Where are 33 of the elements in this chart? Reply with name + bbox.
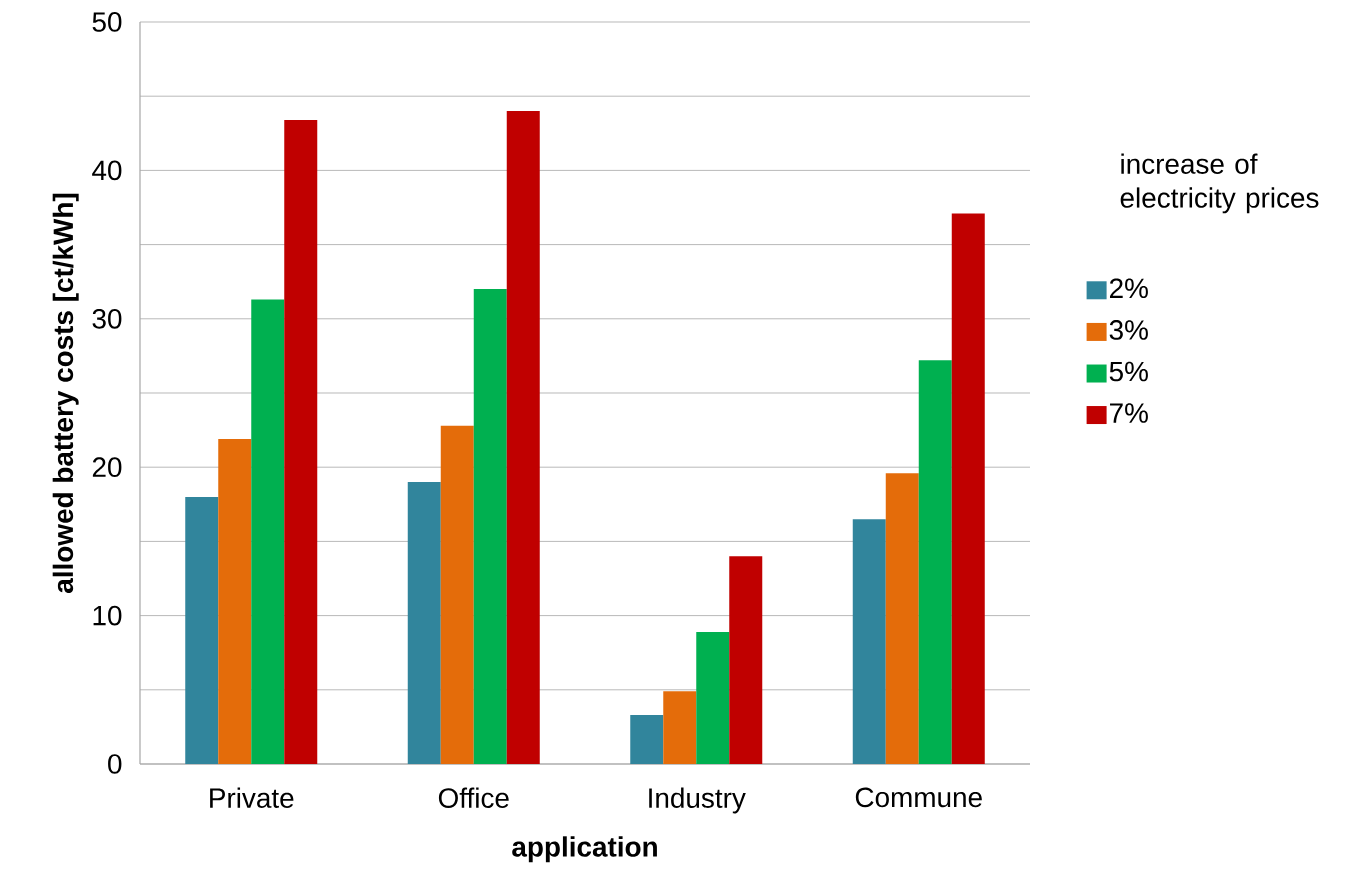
legend-label: 3%: [1109, 320, 1148, 340]
bar: [852, 519, 886, 764]
x-tick-label: Commune: [855, 787, 982, 808]
y-tick-label: 50: [92, 12, 122, 32]
legend-label: 7%: [1110, 403, 1148, 423]
y-tick-label: 40: [92, 160, 122, 181]
bar: [407, 482, 441, 764]
bar: [506, 111, 540, 764]
y-tick-label: 20: [92, 457, 122, 478]
bar: [663, 691, 697, 764]
y-tick-label: 30: [92, 308, 122, 329]
legend-title: increase of electricity prices: [1120, 153, 1319, 214]
x-tick-label: Industry: [649, 787, 746, 814]
y-axis-title: allowed battery costs [ct/kWh]: [52, 193, 79, 593]
x-axis-title: application: [512, 836, 657, 863]
bar: [473, 289, 507, 764]
legend-label: 5%: [1109, 361, 1148, 382]
bar: [696, 631, 730, 764]
bar: [885, 473, 919, 764]
y-tick-label: 10: [93, 605, 122, 626]
x-tick-label: Private: [210, 787, 294, 808]
bar: [440, 425, 474, 764]
bar: [185, 496, 219, 764]
bar: [918, 360, 952, 764]
bar: [284, 119, 318, 764]
bar: [630, 715, 664, 764]
bar: [729, 556, 763, 764]
legend-label: 2%: [1109, 278, 1148, 299]
bar: [951, 213, 985, 764]
bar: [218, 439, 252, 764]
x-tick-label: Office: [438, 787, 509, 808]
y-tick-label: 0: [108, 754, 122, 774]
bar: [251, 299, 285, 764]
